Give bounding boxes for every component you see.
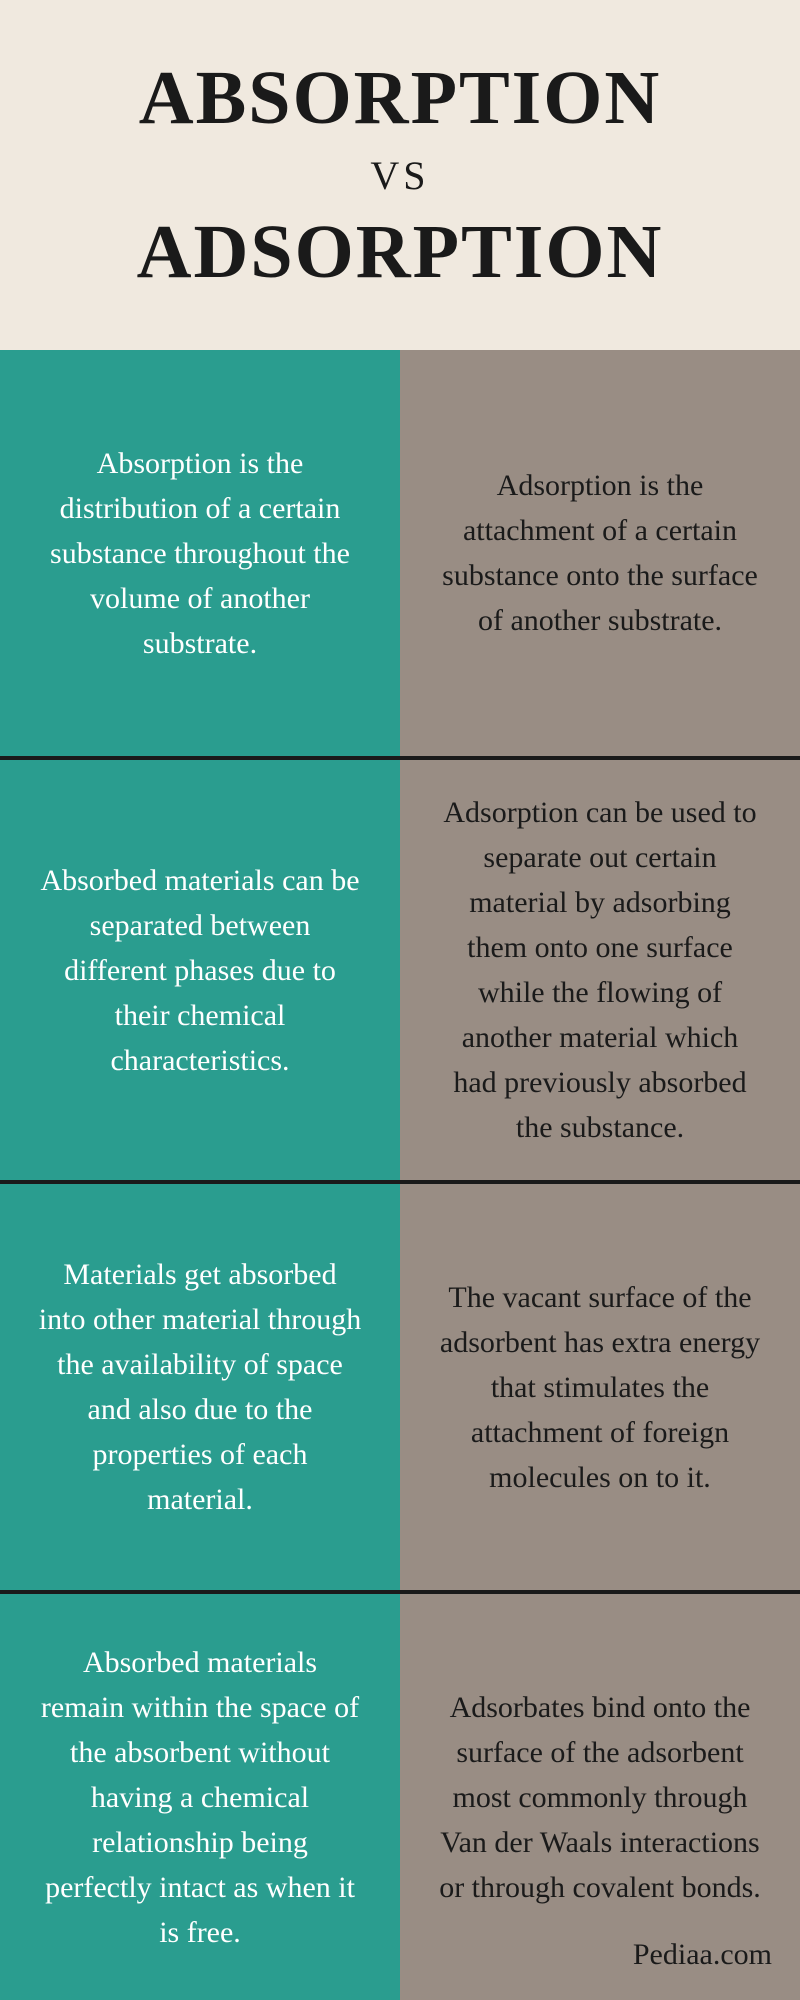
title-term-2: ADSORPTION: [137, 209, 664, 296]
absorption-cell: Absorbed materials can be separated betw…: [0, 760, 400, 1180]
adsorption-cell: The vacant surface of the adsorbent has …: [400, 1184, 800, 1590]
table-row: Materials get absorbed into other materi…: [0, 1180, 800, 1590]
adsorption-cell: Adsorption can be used to separate out c…: [400, 760, 800, 1180]
table-row: Absorbed materials remain within the spa…: [0, 1590, 800, 2000]
header: ABSORPTION VS ADSORPTION: [0, 0, 800, 350]
title-term-1: ABSORPTION: [139, 55, 662, 142]
absorption-cell: Absorption is the distribution of a cert…: [0, 350, 400, 756]
comparison-table: Absorption is the distribution of a cert…: [0, 350, 800, 2000]
title-vs: VS: [370, 152, 429, 199]
absorption-cell: Materials get absorbed into other materi…: [0, 1184, 400, 1590]
adsorption-cell: Adsorption is the attachment of a certai…: [400, 350, 800, 756]
absorption-cell: Absorbed materials remain within the spa…: [0, 1594, 400, 2000]
table-row: Absorption is the distribution of a cert…: [0, 350, 800, 756]
source-credit: Pediaa.com: [633, 1938, 772, 1972]
table-row: Absorbed materials can be separated betw…: [0, 756, 800, 1180]
